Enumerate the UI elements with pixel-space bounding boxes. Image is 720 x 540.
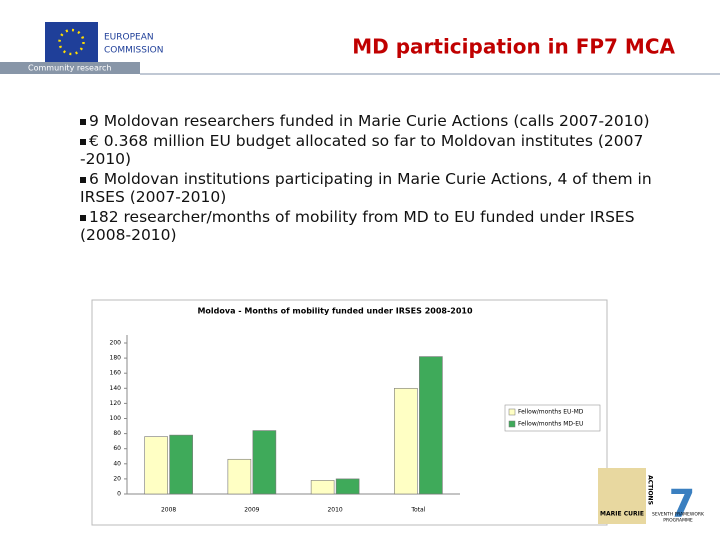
bar [335,478,360,495]
x-tick-label: 2008 [161,507,176,514]
bullet-text: 182 researcher/months of mobility from M… [80,208,635,244]
logo-text: SEVENTH FRAMEWORK [652,512,705,518]
y-tick-label: 60 [113,445,121,452]
bullet-text: € 0.368 million EU budget allocated so f… [80,132,644,168]
logo-text: COMMISSION [104,46,163,56]
fp7-logo: 7 [669,482,695,526]
logo-text: EUROPEAN [104,33,154,43]
x-tick-label: 2010 [327,507,342,514]
y-tick-label: 0 [117,491,121,498]
legend-swatch [508,420,516,428]
bullet-text: 6 Moldovan institutions participating in… [80,170,652,206]
chart-title: Moldova - Months of mobility funded unde… [197,307,473,316]
legend-swatch [508,408,516,416]
bullet-text: 9 Moldovan researchers funded in Marie C… [89,112,650,130]
legend-box [504,404,601,432]
bullet: € 0.368 million EU budget allocated so f… [80,132,660,168]
mc-logo [598,468,646,524]
bar [252,430,277,495]
eu-flag [45,22,98,62]
bullet-marker [80,138,86,145]
legend-label: Fellow/months MD-EU [518,421,583,428]
bar [169,434,193,495]
legend-label: Fellow/months EU-MD [518,409,584,416]
y-tick-label: 140 [110,385,122,392]
logo-text: ACTIONS [647,475,654,505]
y-tick-label: 180 [110,355,122,362]
bar [310,480,335,495]
x-tick-label: Total [410,507,425,514]
eu-stars [58,28,85,56]
bullet: 182 researcher/months of mobility from M… [80,208,660,244]
y-tick-label: 80 [113,430,121,437]
tagline: Community research [28,64,111,73]
bar [419,356,443,495]
y-tick-label: 20 [113,475,121,482]
logo-text: PROGRAMME [663,518,693,524]
bullet-list: 9 Moldovan researchers funded in Marie C… [80,112,660,246]
bullet-marker [80,118,86,125]
logo-text: MARIE CURIE [600,511,644,518]
tagline-bar [0,62,140,74]
bullet: 6 Moldovan institutions participating in… [80,170,660,206]
y-tick-label: 160 [110,370,122,377]
y-tick-label: 40 [113,460,121,467]
x-tick-label: 2009 [244,507,259,514]
y-tick-label: 120 [110,400,122,407]
bullet-marker [80,214,86,221]
y-tick-label: 200 [110,340,122,347]
bar [394,387,418,495]
slide-title: MD participation in FP7 MCA [352,35,675,59]
bar [227,458,252,495]
y-tick-label: 100 [110,415,122,422]
bullet-marker [80,176,86,183]
bullet: 9 Moldovan researchers funded in Marie C… [80,112,660,130]
bar [144,436,168,495]
